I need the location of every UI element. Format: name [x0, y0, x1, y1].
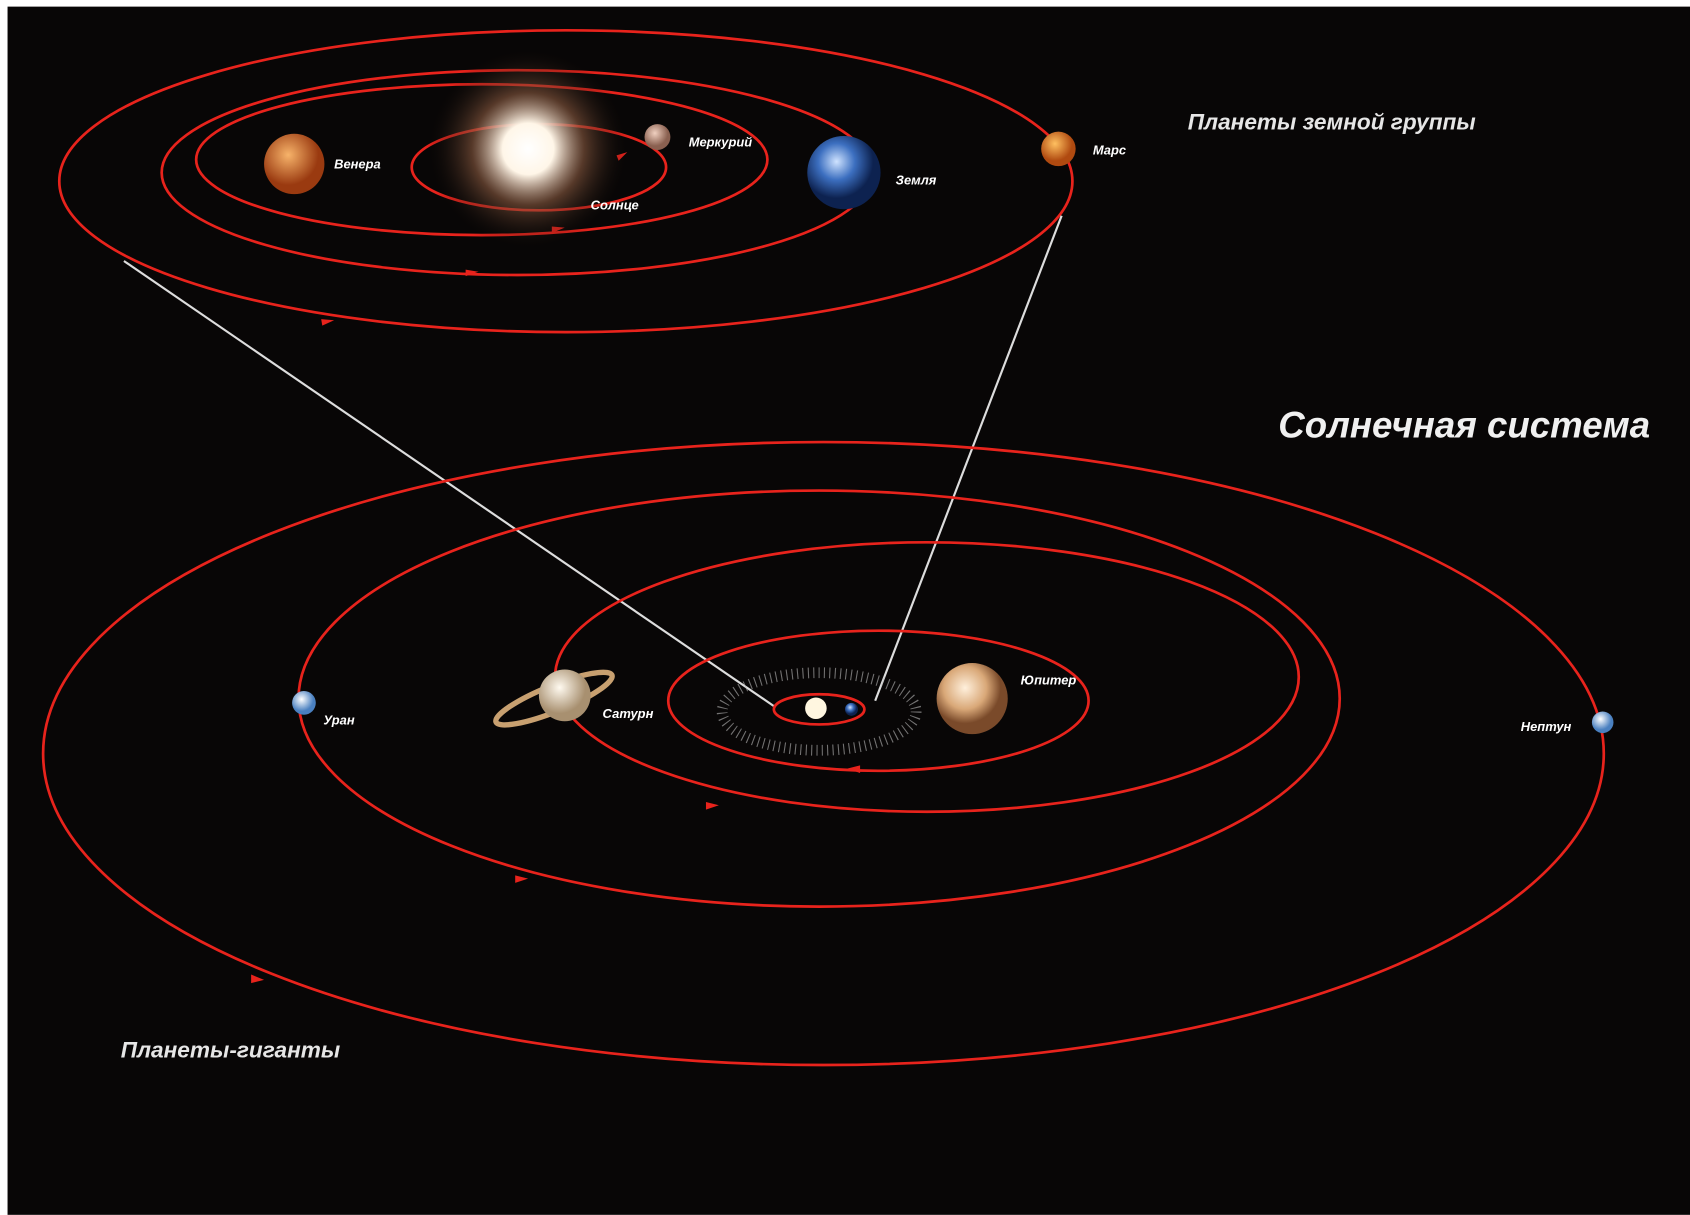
diagram: Солнечная система Планеты земной группы … [0, 0, 1690, 1215]
planet-label: Земля [896, 172, 937, 187]
planet-label: Сатурн [602, 706, 653, 721]
sun-small [805, 697, 827, 719]
sun [426, 47, 631, 252]
page: Солнечная система Планеты земной группы … [0, 0, 1690, 1215]
jupiter [937, 663, 1008, 734]
venus [264, 134, 324, 194]
title: Солнечная система [1278, 405, 1650, 446]
mars [1041, 132, 1075, 166]
planet-label: Нептун [1521, 719, 1572, 734]
group-heading: Планеты-гиганты [121, 1037, 341, 1062]
planet-label: Юпитер [1021, 673, 1077, 688]
group-heading: Планеты земной группы [1188, 109, 1476, 134]
planet-label: Меркурий [689, 135, 753, 150]
saturn [539, 669, 591, 721]
planet-label: Венера [334, 156, 381, 171]
planet-label: Марс [1093, 142, 1126, 157]
neptune [1592, 712, 1614, 734]
uranus [292, 691, 316, 715]
earth-small [845, 703, 858, 716]
earth [807, 136, 880, 209]
mercury [645, 124, 671, 150]
planet-label: Солнце [591, 197, 639, 212]
planet-label: Уран [323, 712, 355, 727]
